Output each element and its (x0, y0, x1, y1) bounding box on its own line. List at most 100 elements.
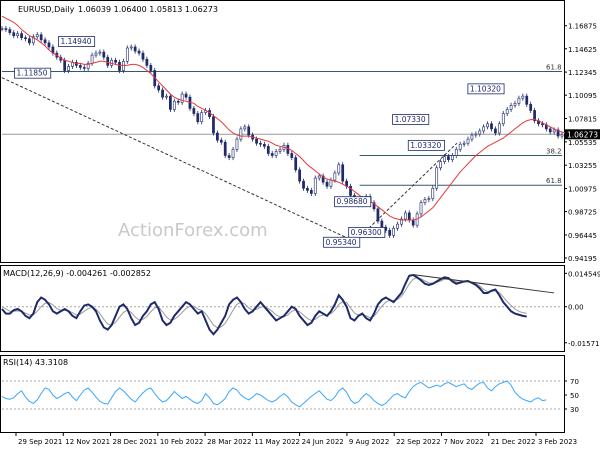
candle-body (184, 93, 188, 98)
candle-body (490, 123, 493, 130)
candle-body (521, 95, 525, 99)
candle-body (137, 50, 141, 54)
annotation-box (392, 114, 430, 125)
candle-body (47, 42, 51, 48)
x-tick-label: 21 Dec 2022 (491, 438, 536, 446)
price-y-tick-label: 1.12345 (568, 69, 597, 77)
rsi-y-tick-label: 70 (570, 378, 579, 386)
candle-body (266, 146, 270, 154)
candle-body (94, 52, 98, 56)
rsi-pane-border (0, 355, 565, 433)
candle-body (349, 185, 352, 196)
candle-body (443, 156, 446, 162)
candle-body (169, 95, 172, 110)
rsi-layer (1, 380, 562, 410)
price-pane-header-ohlc: 1.06039 1.06400 1.05813 1.06273 (78, 5, 218, 14)
candle-body (216, 132, 219, 141)
candle-body (31, 36, 35, 44)
candle-body (270, 153, 274, 156)
candle-body (278, 149, 282, 152)
candle-body (223, 141, 227, 156)
candle-body (212, 116, 215, 134)
rsi-y-tick-label: 50 (570, 392, 579, 400)
candle-body (180, 93, 184, 103)
candle-body (556, 129, 560, 137)
candle-body (497, 123, 501, 134)
candle-body (239, 128, 243, 140)
candle-body (39, 34, 43, 41)
candle-body (263, 143, 266, 147)
candle-body (400, 218, 403, 225)
candle-body (298, 169, 301, 182)
candle-body (231, 149, 235, 158)
candle-body (548, 128, 552, 133)
price-layer: 61.8 38.2 61.8 1.14940 1.11850 1.07330 1.03320… (0, 15, 570, 248)
annotation-box (14, 67, 52, 79)
candle-body (396, 223, 399, 229)
candle-body (4, 28, 8, 30)
macd-layer (1, 273, 562, 336)
candle-body (176, 100, 180, 103)
annotation-box (58, 36, 96, 47)
macd-y-tick-label: -0.015712 (568, 340, 600, 348)
price-y-tick-label: 1.10095 (568, 92, 597, 100)
candle-body (157, 85, 161, 91)
macd-pane-header: MACD(12,26,9) -0.004261 -0.002852 (3, 269, 151, 278)
x-tick-label: 10 Feb 2022 (160, 438, 204, 446)
candle-body (98, 51, 102, 54)
candle-body (431, 188, 435, 199)
candle-body (255, 138, 258, 144)
candle-body (106, 56, 110, 66)
watermark: ActionForex.com (118, 220, 268, 241)
annotation-label: 0.95340 (326, 238, 357, 247)
annotation-label: 1.10320 (470, 84, 501, 93)
price-pane-header-symbol: EURUSD,Daily (18, 5, 75, 14)
candle-body (509, 105, 513, 110)
price-pane-border (0, 0, 565, 263)
candle-body (447, 156, 450, 160)
rising-dashed-trendline (357, 142, 458, 239)
candle-body (525, 95, 529, 105)
macd-y-tick-label: 0.014549 (568, 270, 600, 278)
annotation-box (348, 227, 386, 238)
candle-body (125, 47, 129, 62)
x-tick-label: 12 Nov 2021 (65, 438, 110, 446)
axis-layer: 1.06273 1.16875 1.14625 1.12345 1.10095 1.078… (15, 23, 600, 446)
candle-body (114, 59, 117, 63)
candle-body (259, 142, 262, 145)
candle-body (486, 123, 489, 128)
candle-body (462, 142, 466, 145)
candle-body (196, 113, 200, 123)
candle-body (165, 95, 168, 98)
level-38-2-label: 38.2 (546, 148, 562, 156)
candle-body (403, 212, 407, 220)
candle-body (450, 155, 454, 160)
candle-body (43, 39, 47, 44)
macd-y-tick-label: 0.00 (568, 304, 584, 312)
candle-body (274, 151, 278, 156)
price-y-tick-label: 1.00975 (568, 186, 597, 194)
candle-body (145, 58, 149, 66)
candle-body (435, 167, 439, 189)
annotation-label: 1.03320 (410, 141, 441, 150)
candle-body (388, 229, 392, 236)
candle-body (454, 149, 458, 156)
last-price-label: 1.06273 (567, 130, 598, 139)
candle-body (313, 177, 317, 194)
candle-body (28, 38, 31, 44)
candle-body (541, 123, 544, 126)
candle-body (247, 126, 251, 136)
x-tick-label: 24 Jun 2022 (302, 438, 344, 446)
candle-body (466, 138, 470, 144)
x-tick-label: 29 Sep 2021 (18, 438, 62, 446)
rsi-y-tick-label: 30 (570, 406, 579, 414)
price-y-tick-label: 0.94195 (568, 255, 597, 263)
candle-body (118, 62, 121, 71)
candle-body (302, 180, 305, 189)
annotation-label: 1.11850 (17, 69, 48, 78)
last-price-marker (565, 129, 600, 140)
candle-body (286, 144, 290, 154)
x-tick-label: 9 Aug 2022 (349, 438, 389, 446)
